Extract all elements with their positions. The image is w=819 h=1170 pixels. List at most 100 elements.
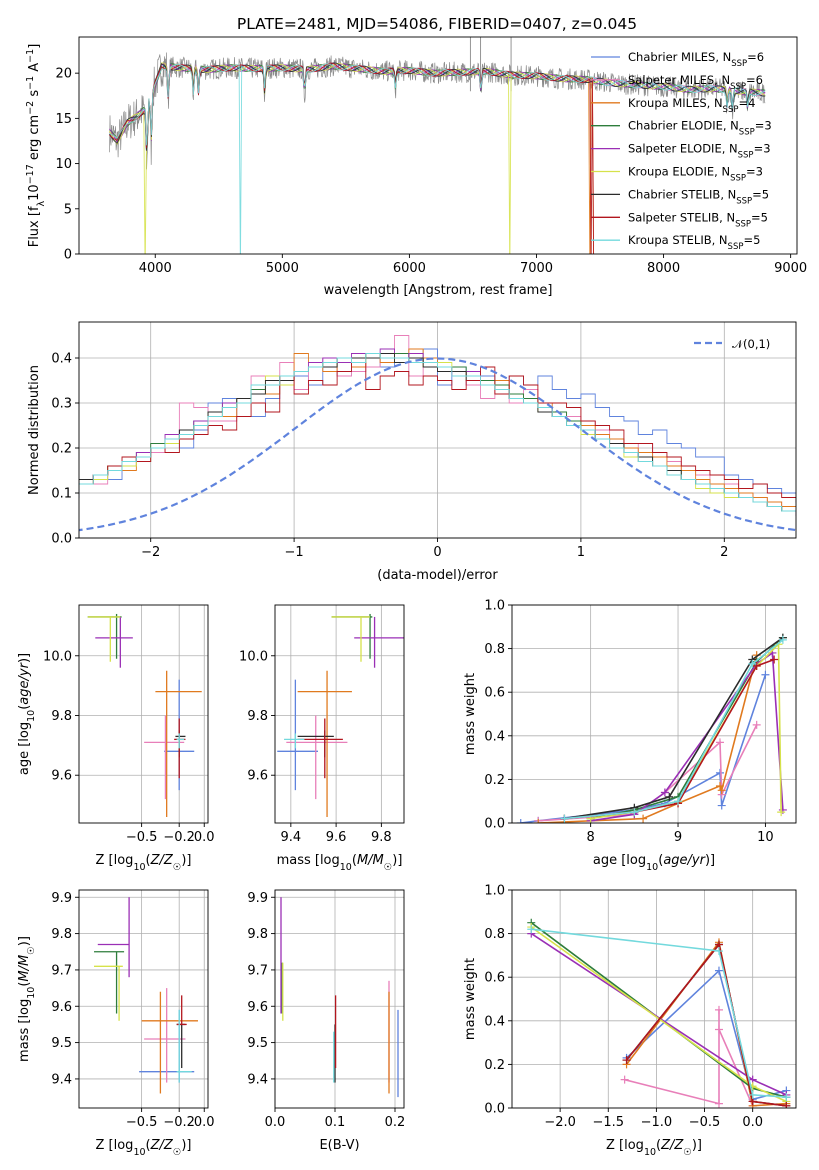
legend-label: Kroupa MILES, NSSP=4	[628, 96, 755, 115]
histogram-series	[79, 348, 796, 507]
data-spectrum	[109, 52, 766, 170]
plot-area-mass-vs-ebv	[280, 897, 399, 1098]
x-tick-label: −0.5	[126, 1115, 158, 1130]
weight-series	[564, 637, 784, 820]
y-tick-label: 9.8	[247, 709, 268, 724]
y-tick-label: 0.6	[484, 686, 505, 701]
weight-series	[531, 928, 787, 1098]
x-tick-label: 8000	[647, 261, 680, 276]
weight-marker	[761, 670, 770, 679]
y-tick-label: 0.8	[484, 642, 505, 657]
panel-spectrum: 4000 5000 6000 7000 8000 9000 0 5 10 15 20 waveleng…	[25, 36, 807, 298]
weight-marker	[560, 814, 569, 823]
weight-marker	[752, 720, 761, 729]
x-tick-label: 1	[577, 545, 585, 560]
axes-frame	[274, 889, 405, 1109]
weight-series	[530, 922, 787, 1098]
y-tick-label: 9.5	[247, 1036, 268, 1051]
weight-marker	[782, 1093, 791, 1102]
axes-frame	[274, 604, 405, 824]
plot-area-residuals	[79, 335, 796, 532]
model-line	[109, 63, 766, 254]
figure-title: PLATE=2481, MJD=54086, FIBERID=0407, z=0…	[237, 15, 637, 33]
weight-marker	[714, 966, 723, 975]
x-tick-label: 0.0	[194, 1115, 215, 1130]
weight-marker	[665, 792, 674, 801]
weight-marker	[715, 768, 724, 777]
y-tick-label: 9.7	[247, 963, 268, 978]
x-tick-label: −1	[285, 545, 304, 560]
panel-weight-vs-Z: −2.0 −1.5 −1.0 −0.5 0.0 0.0 0.2 0.4 0.6 0.8 1.0 Z […	[463, 884, 797, 1158]
weight-series	[538, 654, 758, 823]
legend-label: Chabrier STELIB, NSSP=5	[628, 187, 769, 206]
histogram-series	[79, 348, 796, 516]
x-axis-label: E(B-V)	[319, 1138, 359, 1153]
weight-marker	[714, 1005, 723, 1014]
y-axis-label: Flux [fλ10−17 erg cm−2 s−1 A−1]	[25, 44, 47, 248]
x-axis-label: mass [log10(M/M☉)]	[277, 853, 403, 873]
normal-curve	[79, 357, 796, 532]
x-tick-label: −1.5	[592, 1115, 624, 1130]
x-tick-label: 9.8	[371, 830, 392, 845]
legend-label: Chabrier ELODIE, NSSP=3	[628, 119, 772, 138]
y-tick-label: 0.2	[484, 773, 505, 788]
y-tick-label: 0.4	[484, 1014, 505, 1029]
y-tick-label: 9.4	[247, 1072, 268, 1087]
panel-mass-vs-Z: −0.5 −0.20.0 9.4 9.5 9.6 9.7 9.8 9.9 Z [log10(Z/…	[17, 889, 215, 1158]
y-tick-label: 0.2	[484, 1058, 505, 1073]
y-tick-label: 0.0	[484, 1102, 505, 1117]
weight-marker	[715, 781, 724, 790]
weight-marker	[717, 786, 726, 795]
x-tick-label: 0.0	[265, 1115, 286, 1130]
weight-series	[625, 942, 787, 1107]
histogram-series	[79, 353, 796, 512]
y-tick-label: 9.4	[51, 1072, 72, 1087]
axes-frame	[78, 889, 209, 1109]
weight-series	[530, 932, 787, 1096]
y-axis-label: mass weight	[463, 958, 478, 1040]
y-tick-label: 0.2	[51, 442, 72, 457]
axes-frame	[511, 604, 797, 824]
weight-marker	[778, 635, 787, 644]
y-tick-label: 5	[64, 202, 72, 217]
model-line	[109, 62, 766, 150]
y-axis-label: mass weight	[463, 673, 478, 755]
x-tick-label: −2.0	[544, 1115, 576, 1130]
y-axis-label: age [log10(age/yr)]	[17, 653, 37, 775]
y-tick-label: 9.8	[51, 927, 72, 942]
panel-weight-vs-age: 8 9 10 0.0 0.2 0.4 0.6 0.8 1.0 age [log10(age/yr)…	[463, 599, 797, 873]
x-axis-label: Z [log10(Z/Z☉)]	[96, 853, 192, 873]
x-axis-label: Z [log10(Z/Z☉)]	[96, 1138, 192, 1158]
y-tick-label: 9.9	[247, 891, 268, 906]
y-axis-label: Normed distribution	[27, 365, 42, 495]
histogram-series	[79, 353, 796, 512]
x-tick-label: 9	[674, 830, 682, 845]
y-tick-label: 20	[55, 67, 72, 82]
weight-marker	[630, 808, 639, 817]
x-tick-label: 9000	[774, 261, 807, 276]
y-tick-label: 9.8	[247, 927, 268, 942]
weight-marker	[777, 808, 786, 817]
weight-marker	[714, 1025, 723, 1034]
x-tick-label: −1.0	[641, 1115, 673, 1130]
weight-series	[590, 651, 784, 822]
panel-age-vs-Z: −0.5 −0.20.0 9.6 9.8 10.0 Z [log10(Z/Z☉)] age …	[17, 604, 215, 873]
y-tick-label: 0.4	[51, 352, 72, 367]
legend-label: Salpeter MILES, NSSP=6	[628, 73, 763, 92]
plot-area-mass-vs-Z	[94, 897, 198, 1094]
y-tick-label: 0.1	[51, 487, 72, 502]
weight-marker	[527, 925, 536, 934]
y-tick-label: 1.0	[484, 884, 505, 899]
axes-frame	[511, 889, 797, 1109]
y-tick-label: 9.6	[247, 769, 268, 784]
y-tick-label: 0.8	[484, 927, 505, 942]
y-tick-label: 9.9	[51, 891, 72, 906]
axes-frame	[78, 321, 797, 539]
x-tick-label: 4000	[139, 261, 172, 276]
weight-series	[538, 724, 758, 822]
legend-label: Kroupa ELODIE, NSSP=3	[628, 165, 763, 184]
x-tick-label: 10	[757, 830, 774, 845]
y-axis-label: mass [log10(M/M☉)]	[17, 936, 37, 1062]
y-tick-label: 9.5	[51, 1036, 72, 1051]
